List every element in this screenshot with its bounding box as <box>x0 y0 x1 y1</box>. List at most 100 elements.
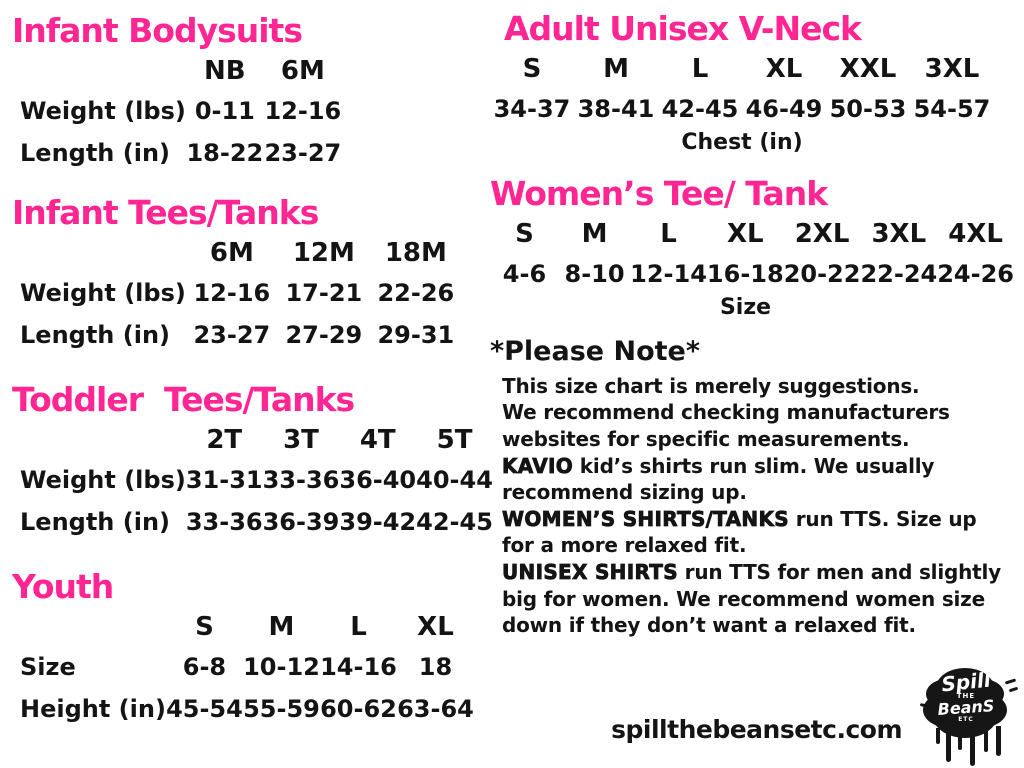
table-row: Height (in) 45-54 55-59 60-62 63-64 <box>12 688 474 730</box>
size-table: S M L XL 2XL 3XL 4XL 4-6 8-10 12-14 16-18 20-22 22-2… <box>490 215 1014 295</box>
cell-value: 29-31 <box>377 320 455 349</box>
womens-tee-title: Women’s Tee/ Tank <box>490 173 828 213</box>
logo-word-beans: BeanS <box>936 696 995 719</box>
cell-value: 50-53 <box>829 94 907 123</box>
cell-value: 4-6 <box>502 259 547 288</box>
youth-section: Youth S M L XL Size 6-8 10-12 14-16 18 Height (in… <box>12 566 474 730</box>
toddler-tees-title: Toddler Tees/Tanks <box>12 379 355 419</box>
row-label: Length (in) <box>20 320 170 349</box>
column-header: 5T <box>436 424 473 455</box>
logo-word-the: THE <box>956 692 976 700</box>
cell-value: 16-18 <box>706 259 784 288</box>
left-column: Infant Bodysuits NB 6M Weight (lbs) 0-11 12-… <box>0 0 493 768</box>
logo-word-etc: ETC <box>958 716 974 723</box>
cell-value: 39-42 <box>339 507 417 536</box>
row-label: Weight (lbs) <box>20 96 186 125</box>
please-note-section: *Please Note* This size chart is merely … <box>490 336 1014 639</box>
table-row: Weight (lbs) 0-11 12-16 <box>12 90 342 132</box>
youth-table: S M L XL Size 6-8 10-12 14-16 18 Height (in) 45-54… <box>12 608 474 730</box>
column-header: L <box>691 53 709 84</box>
right-column: Adult Unisex V-Neck S M L XL XXL 3XL 34-37 38-4… <box>474 0 1024 768</box>
toddler-tees-table: 2T 3T 4T 5T Weight (lbs) 31-31 33-36 36-40 40-44… <box>12 421 493 543</box>
table-row: Length (in) 23-27 27-29 29-31 <box>12 314 462 356</box>
size-table: S M L XL Size 6-8 10-12 14-16 18 Height (in) 45-54… <box>12 608 474 730</box>
label-column-header <box>12 608 166 646</box>
column-header: 6M <box>209 237 254 268</box>
row-label: Weight (lbs) <box>20 465 186 494</box>
logo-drip <box>946 730 951 762</box>
note-line: KAVIO kid’s shirts run slim. We usually … <box>502 453 935 505</box>
logo-drip <box>996 726 1001 756</box>
row-label: Size <box>20 652 76 681</box>
table-row: 34-37 38-41 42-45 46-49 50-53 54-57 <box>490 88 994 130</box>
cell-value: 14-16 <box>320 652 397 681</box>
cell-value: 10-12 <box>243 652 320 681</box>
cell-value: 6-8 <box>182 652 227 681</box>
row-label: Length (in) <box>20 507 170 536</box>
adult-vneck-table: S M L XL XXL 3XL 34-37 38-41 42-45 46-49 50-53 54-5… <box>490 50 1014 130</box>
column-header: L <box>350 611 367 642</box>
cell-value: 24-26 <box>937 259 1014 288</box>
label-column-header <box>12 234 186 272</box>
column-header: XL <box>765 53 803 84</box>
note-line: UNISEX SHIRTS run TTS for men and slight… <box>502 560 1002 638</box>
logo-accent-dash <box>1008 686 1019 693</box>
cell-value: 12-14 <box>630 259 707 288</box>
cell-value: 60-62 <box>320 694 397 723</box>
logo-drip <box>970 732 975 766</box>
note-line: WOMEN’S SHIRTS/TANKS run TTS. Size up fo… <box>502 506 977 558</box>
infant-bodysuits-section: Infant Bodysuits NB 6M Weight (lbs) 0-11 12-… <box>12 12 474 174</box>
adult-vneck-section: Adult Unisex V-Neck S M L XL XXL 3XL 34-37 38-4… <box>490 10 1014 155</box>
cell-value: 33-36 <box>262 465 340 494</box>
cell-value: 55-59 <box>243 694 320 723</box>
cell-value: 38-41 <box>577 94 655 123</box>
label-column-header <box>12 52 186 90</box>
cell-value: 23-27 <box>193 320 271 349</box>
cell-value: 18-22 <box>186 138 264 167</box>
note-bold-term: WOMEN’S SHIRTS/TANKS <box>502 506 789 531</box>
note-line: This size chart is merely suggestions. <box>502 373 920 398</box>
table-row: Weight (lbs) 31-31 33-36 36-40 40-44 <box>12 459 493 501</box>
infant-tees-table: 6M 12M 18M Weight (lbs) 12-16 17-21 22-26 Lengt… <box>12 234 474 356</box>
logo-splat-shape <box>932 676 998 724</box>
column-header: 3T <box>283 424 319 455</box>
cell-value: 36-39 <box>262 507 340 536</box>
note-bold-term: UNISEX SHIRTS <box>502 560 678 585</box>
infant-tees-section: Infant Tees/Tanks 6M 12M 18M Weight (lbs) 12… <box>12 193 474 356</box>
cell-value: 12-16 <box>264 96 342 125</box>
note-bold-term: KAVIO <box>502 453 574 478</box>
column-header: L <box>660 218 677 249</box>
cell-value: 22-24 <box>860 259 938 288</box>
column-header: S <box>522 53 542 84</box>
cell-value: 40-44 <box>416 465 493 494</box>
cell-value: 8-10 <box>564 259 625 288</box>
womens-tee-caption: Size <box>719 294 772 320</box>
row-label: Height (in) <box>20 694 166 723</box>
please-note-lines: This size chart is merely suggestions. We… <box>490 373 1014 639</box>
column-header: XL <box>726 218 764 249</box>
size-table: NB 6M Weight (lbs) 0-11 12-16 Length (in) 18-2… <box>12 52 342 174</box>
column-header: NB <box>204 55 246 86</box>
column-header: M <box>581 218 608 249</box>
spill-the-beans-logo: Spill THE BeanS ETC <box>912 662 1019 766</box>
column-header: 3XL <box>924 53 980 84</box>
column-header: 18M <box>384 237 447 268</box>
cell-value: 36-40 <box>339 465 417 494</box>
womens-tee-section: Women’s Tee/ Tank S M L XL 2XL 3XL 4XL 4-6 8-10 1… <box>490 173 1014 320</box>
cell-value: 42-45 <box>661 94 739 123</box>
cell-value: 54-57 <box>913 94 991 123</box>
column-header: 4T <box>359 424 396 455</box>
cell-value: 18 <box>418 652 453 681</box>
toddler-tees-section: Toddler Tees/Tanks 2T 3T 4T 5T Weight (lbs) 3… <box>12 379 493 543</box>
womens-tee-table: S M L XL 2XL 3XL 4XL 4-6 8-10 12-14 16-18 20-22 22-2… <box>490 215 1014 295</box>
size-table: S M L XL XXL 3XL 34-37 38-41 42-45 46-49 50-53 54-5… <box>490 50 994 130</box>
cell-value: 45-54 <box>166 694 243 723</box>
column-header: 12M <box>292 237 355 268</box>
table-row: Length (in) 18-22 23-27 <box>12 132 342 174</box>
youth-title: Youth <box>12 566 114 606</box>
please-note-title: *Please Note* <box>490 335 700 367</box>
infant-bodysuits-title: Infant Bodysuits <box>12 11 303 50</box>
column-header: M <box>603 53 629 84</box>
size-table: 2T 3T 4T 5T Weight (lbs) 31-31 33-36 36-40 40-44… <box>12 421 493 543</box>
cell-value: 63-64 <box>397 694 474 723</box>
